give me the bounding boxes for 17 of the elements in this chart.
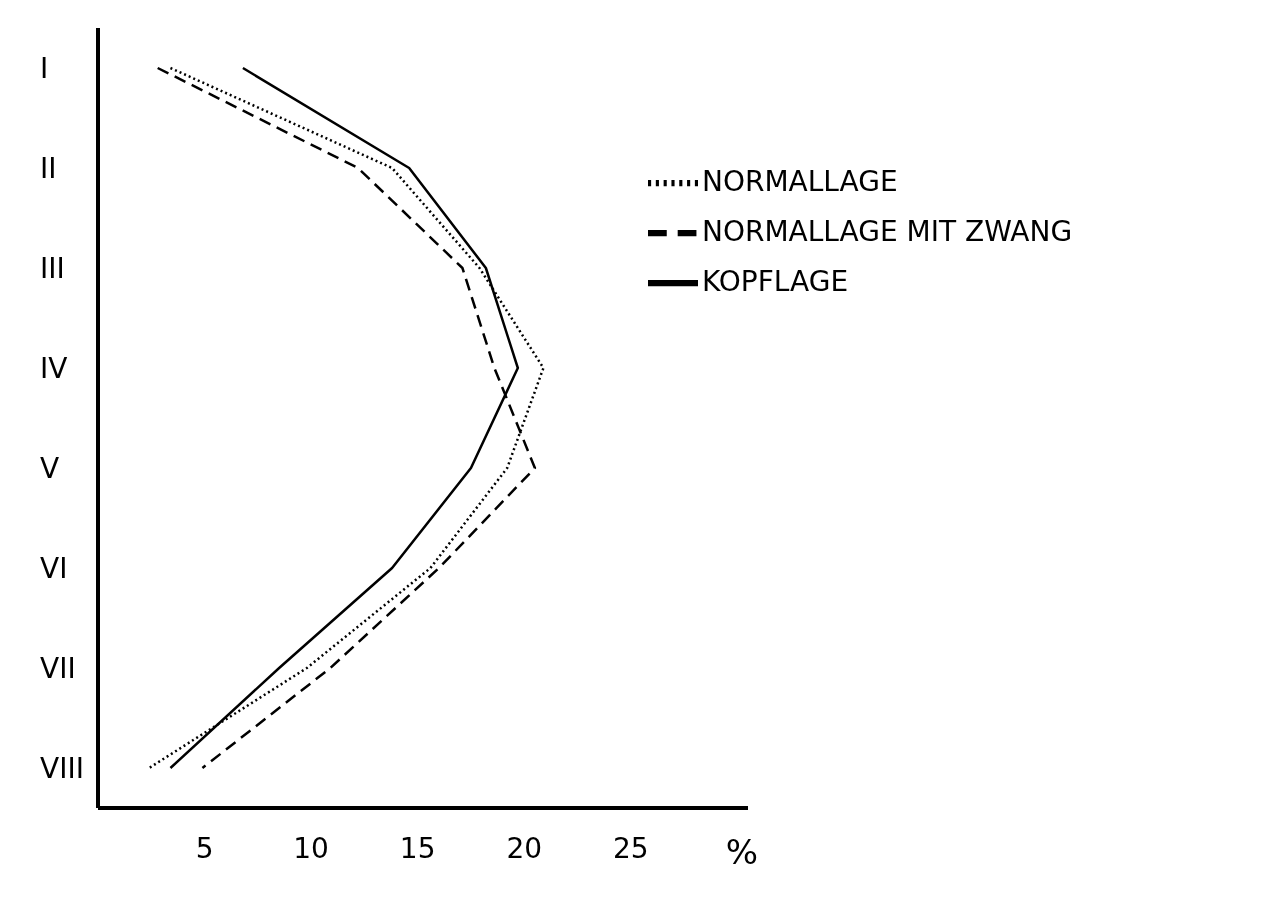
y-tick-label: VI (40, 551, 68, 585)
x-tick-label: 10 (293, 831, 329, 865)
y-tick-label: II (40, 151, 57, 185)
y-tick-label: III (40, 251, 65, 285)
y-tick-label: I (40, 51, 49, 85)
y-tick-label: VII (40, 651, 76, 685)
x-axis-title: % (725, 832, 758, 872)
y-tick-label: V (40, 451, 60, 485)
y-tick-label: IV (40, 351, 68, 385)
legend-label: NORMALLAGE (702, 165, 898, 198)
x-tick-label: 5 (195, 831, 214, 865)
legend-label: NORMALLAGE MIT ZWANG (702, 215, 1073, 248)
x-tick-label: 20 (506, 831, 543, 865)
x-tick-label: 25 (612, 831, 649, 865)
y-tick-label: VIII (40, 751, 84, 785)
x-tick-label: 15 (399, 831, 436, 865)
legend-label: KOPFLAGE (702, 265, 849, 298)
